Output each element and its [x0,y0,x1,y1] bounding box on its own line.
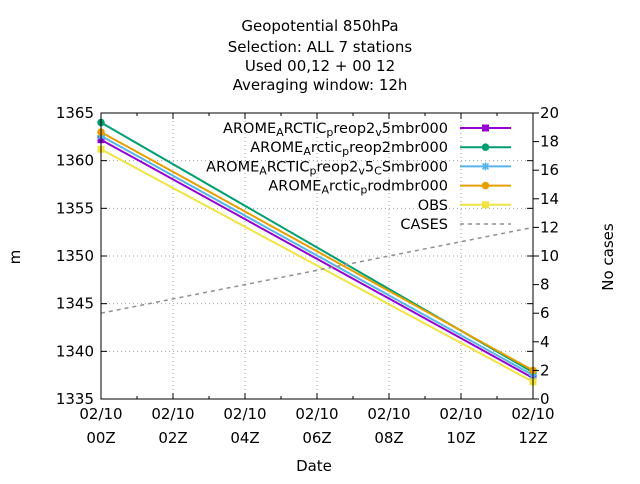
x-tick-label-date: 02/10 [367,405,410,423]
y2-tick-label: 2 [540,361,550,379]
y-tick-label: 1360 [56,152,94,170]
title-line-3: Used 00,12 + 00 12 [245,57,395,75]
y-tick-label: 1355 [56,199,94,217]
marker-stroke [481,162,490,170]
x-tick-label-date: 02/10 [151,405,194,423]
legend-marker-1 [481,143,490,151]
y2-axis-title: No cases [599,223,617,291]
x-tick-label-date: 02/10 [79,405,122,423]
legend-label-4: OBS [418,198,448,214]
y2-tick-label: 6 [540,304,550,322]
legend-marker-4 [482,201,489,209]
series-line-4 [100,148,534,383]
y-tick-label: 1365 [56,104,94,122]
series-line-0 [100,138,534,379]
y2-tick-label: 18 [540,133,559,151]
x-tick-label-date: 02/10 [295,405,338,423]
x-tick-label-hour: 08Z [374,429,403,447]
y-tick-label: 1350 [56,247,94,265]
legend-marker-3 [481,181,490,190]
x-axis-title: Date [296,457,332,475]
y2-tick-label: 10 [540,247,559,265]
legend-label-1: AROMEArcticpreop2mbr000 [250,140,448,158]
series-line-2 [100,135,534,377]
x-tick-label-hour: 02Z [158,429,187,447]
series-line-5 [100,226,534,314]
x-tick-label-hour: 04Z [230,429,259,447]
legend-label-3: AROMEArcticprodmbr000 [268,179,448,197]
y-tick-label: 1345 [56,295,94,313]
x-tick-label-hour: 06Z [302,429,331,447]
y2-tick-label: 16 [540,161,559,179]
series-line-3 [100,131,534,372]
y2-tick-label: 4 [540,333,550,351]
legend-marker-2 [481,162,490,171]
legend-label-2: AROMEARCTICpreop2v5CSmbr000 [206,159,448,177]
y2-tick-label: 8 [540,276,550,294]
y2-tick-label: 20 [540,104,559,122]
legend-label-5: CASES [400,217,448,233]
y-axis-title: m [6,250,24,265]
y-tick-label: 1340 [56,342,94,360]
y2-tick-label: 14 [540,190,559,208]
x-tick-label-date: 02/10 [511,405,554,423]
x-tick-label-hour: 10Z [446,429,475,447]
y2-tick-label: 12 [540,218,559,236]
legend-marker-0 [482,124,489,132]
title-line-1: Geopotential 850hPa [241,17,398,35]
chart-title: Geopotential 850hPa Selection: ALL 7 sta… [228,17,413,94]
legend-label-0: AROMEARCTICpreop2v5mbr000 [223,121,448,139]
x-tick-label-hour: 12Z [518,429,547,447]
y2-tick-label: 0 [540,390,550,408]
title-line-4: Averaging window: 12h [233,76,408,94]
legend: AROMEARCTICpreop2v5mbr000AROMEArcticpreo… [206,121,511,233]
x-tick-label-date: 02/10 [223,405,266,423]
title-line-2: Selection: ALL 7 stations [228,38,413,56]
y-tick-label: 1335 [56,390,94,408]
x-tick-label-date: 02/10 [439,405,482,423]
axis-ticks: 1335 1340 1345 1350 1355 1360 1365 0 2 4 6 8 10 12 14 1… [56,104,559,447]
x-tick-label-hour: 00Z [86,429,115,447]
